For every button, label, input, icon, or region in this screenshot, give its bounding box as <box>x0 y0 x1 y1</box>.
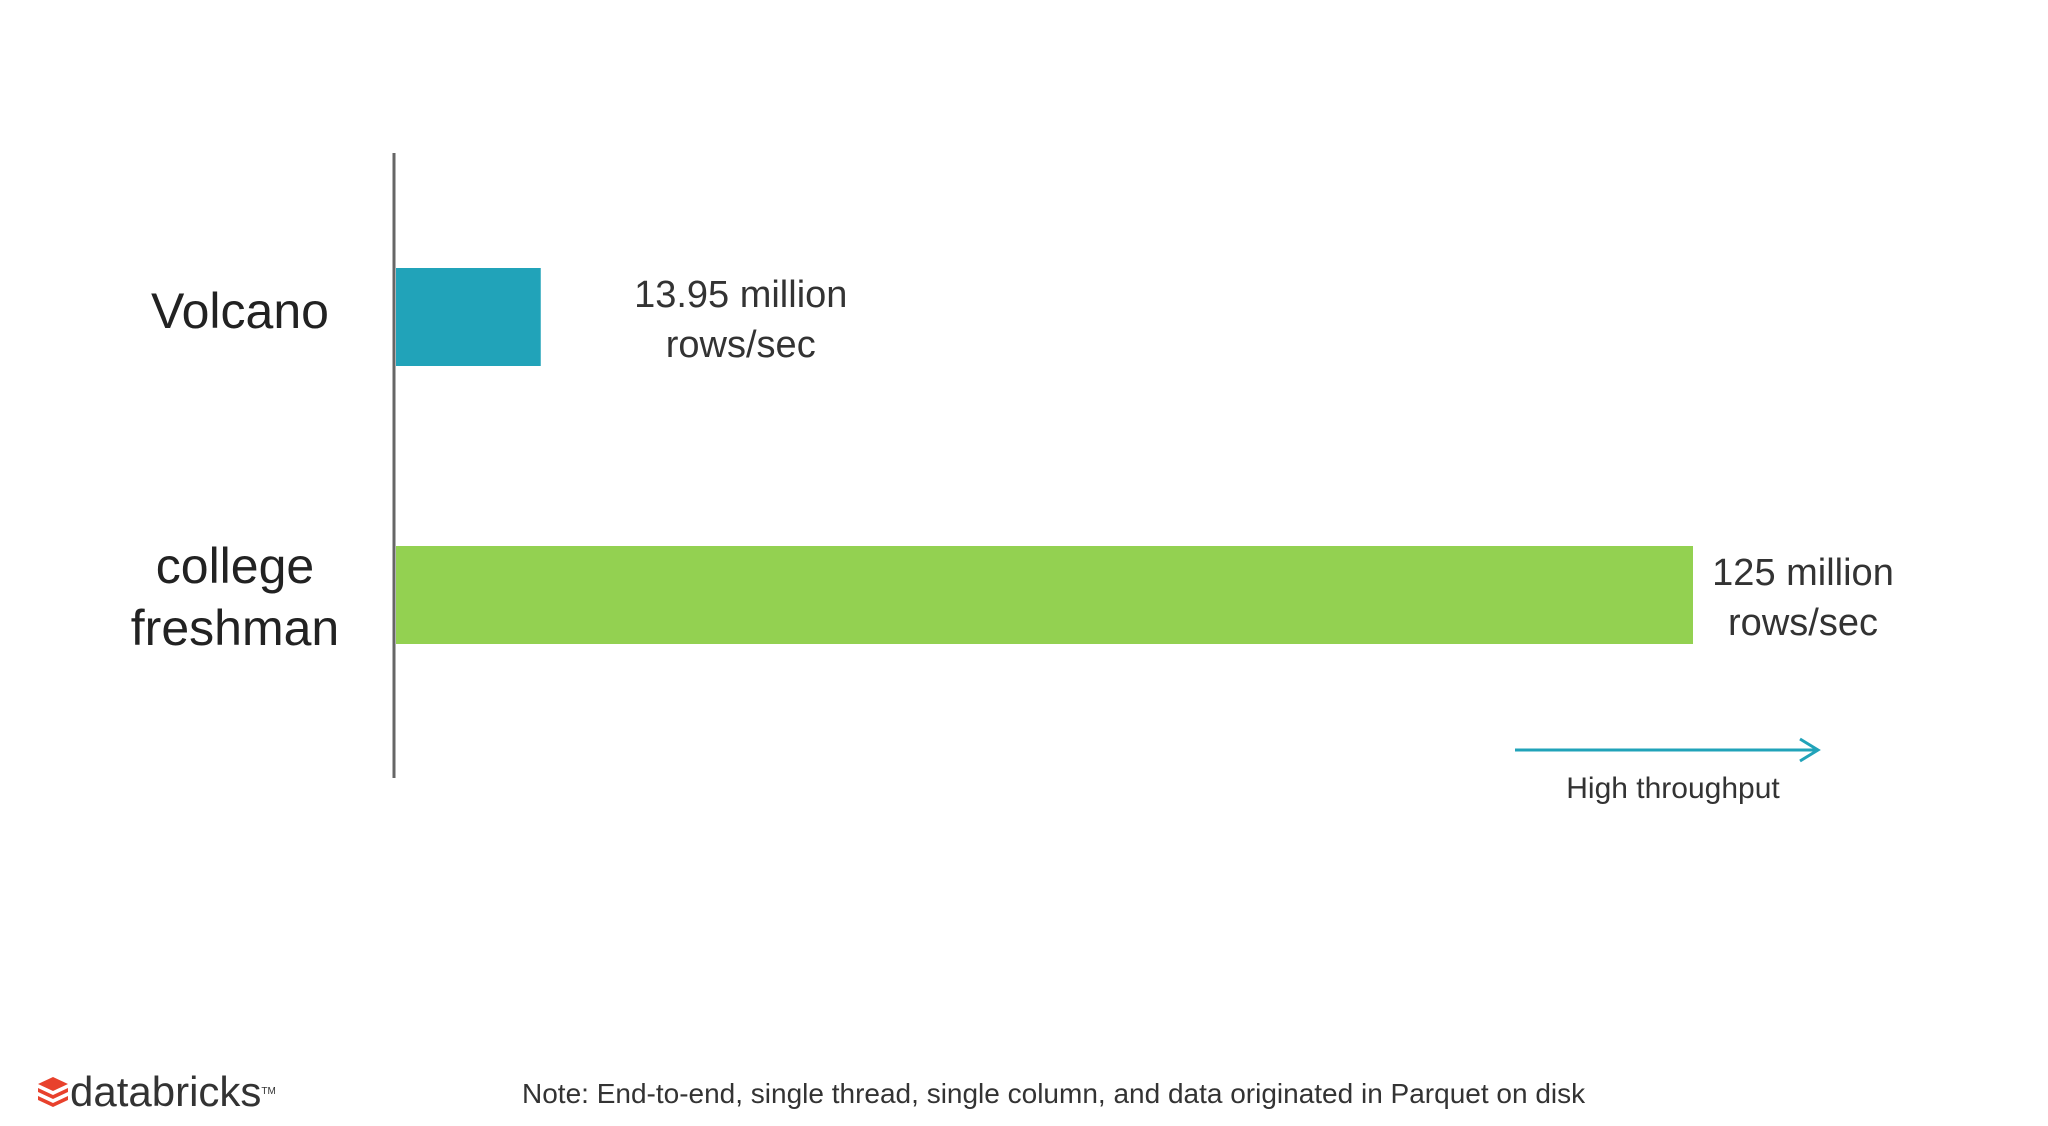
logo-text: databricks <box>70 1068 262 1115</box>
databricks-logo: databricks TM <box>36 1068 276 1116</box>
category-label-college-freshman: college freshman <box>130 538 340 656</box>
value-label-line2: rows/sec <box>665 324 816 366</box>
high-throughput-arrow <box>1515 737 1821 763</box>
value-label-volcano: 13.95 million rows/sec <box>581 270 901 370</box>
bar-volcano <box>396 268 541 366</box>
footnote: Note: End-to-end, single thread, single … <box>522 1078 1586 1109</box>
logo-trademark: TM <box>261 1086 276 1097</box>
value-label-line1: 13.95 million <box>634 274 848 316</box>
bar-college-freshman <box>396 546 1693 644</box>
arrow-label: High throughput <box>1566 772 1780 805</box>
value-label-line2: rows/sec <box>1728 602 1878 644</box>
category-label-volcano: Volcano <box>151 283 329 339</box>
databricks-stack-icon <box>38 1077 68 1107</box>
value-label-line1: 125 million <box>1712 552 1894 594</box>
value-label-college-freshman: 125 million rows/sec <box>1643 548 1963 648</box>
